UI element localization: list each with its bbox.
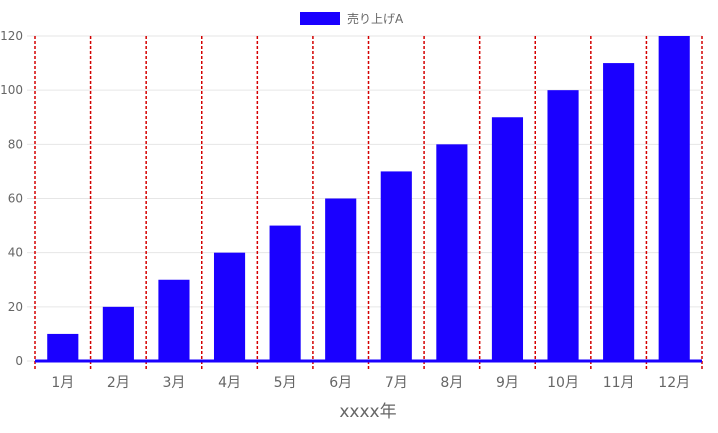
x-tick-label: 4月 [218, 375, 241, 391]
y-tick-label: 60 [8, 192, 23, 206]
x-tick-label: 8月 [440, 375, 463, 391]
bar [547, 90, 579, 362]
bar [658, 36, 690, 361]
bar [325, 198, 357, 361]
legend-swatch [300, 12, 340, 25]
x-tick-label: 1月 [51, 375, 74, 391]
y-axis-tick-labels: 0 20 40 60 80 100 120 [0, 29, 23, 368]
x-tick-label: 5月 [274, 375, 297, 391]
y-tick-label: 80 [8, 137, 23, 151]
x-tick-label: 6月 [329, 375, 352, 391]
x-axis-tick-labels: 1月 2月 3月 4月 5月 6月 7月 8月 9月 10月 11月 12月 [51, 375, 690, 391]
bar-series [47, 36, 690, 362]
bar [603, 63, 635, 361]
legend[interactable]: 売り上げA [300, 11, 404, 26]
x-tick-label: 11月 [603, 375, 635, 391]
x-axis-title: xxxx年 [339, 402, 396, 422]
bar [47, 333, 79, 361]
bar [158, 279, 190, 361]
x-tick-label: 9月 [496, 375, 519, 391]
x-tick-label: 2月 [107, 375, 130, 391]
y-tick-label: 100 [0, 83, 23, 97]
x-tick-label: 10月 [547, 375, 579, 391]
bar [380, 171, 412, 361]
bar [213, 252, 246, 361]
y-tick-label: 20 [8, 300, 23, 314]
legend-label: 売り上げA [347, 11, 404, 26]
x-tick-label: 12月 [658, 375, 690, 391]
bar [436, 144, 468, 361]
bar [102, 306, 134, 361]
x-tick-label: 3月 [162, 375, 185, 391]
y-tick-label: 40 [8, 246, 23, 260]
bar [269, 225, 301, 361]
x-gridlines [34, 36, 703, 369]
bar [491, 117, 524, 361]
x-tick-label: 7月 [385, 375, 408, 391]
y-tick-label: 120 [0, 29, 23, 43]
y-tick-label: 0 [15, 354, 23, 368]
